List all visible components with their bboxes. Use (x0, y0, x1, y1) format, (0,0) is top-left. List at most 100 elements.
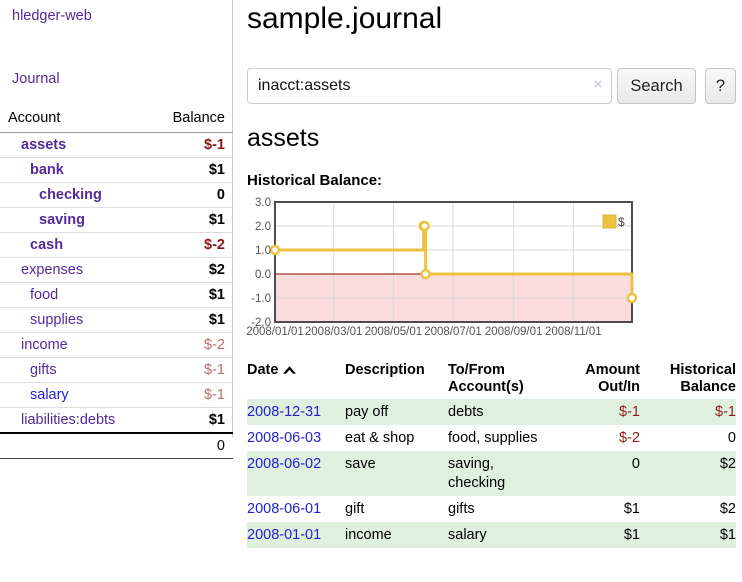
account-link-salary[interactable]: salary (30, 387, 69, 403)
search-button[interactable]: Search (617, 68, 696, 104)
search-input[interactable] (247, 68, 612, 104)
register-header-row: Date Description To/From Account(s) Amou… (247, 358, 736, 399)
account-link-bank[interactable]: bank (30, 162, 64, 178)
transaction-balance: $2 (719, 501, 736, 517)
transaction-accounts: saving, checking (448, 456, 506, 491)
account-balance: $-2 (146, 332, 233, 358)
account-row-salary: salary $-1 (0, 382, 233, 408)
transaction-balance: $2 (719, 456, 736, 472)
transaction-balance: $-1 (715, 404, 736, 420)
svg-text:1.0: 1.0 (255, 245, 271, 257)
svg-text:0.0: 0.0 (255, 269, 271, 281)
svg-text:2008/09/01: 2008/09/01 (485, 326, 543, 338)
column-header-balance-line1: Historical (669, 362, 736, 378)
account-link-checking[interactable]: checking (39, 187, 102, 203)
transaction-balance: $1 (719, 527, 736, 543)
column-header-amount-line2: Out/In (598, 379, 640, 395)
account-link-cash[interactable]: cash (30, 237, 64, 253)
account-row-supplies: supplies $1 (0, 307, 233, 333)
transaction-description: eat & shop (345, 430, 415, 446)
transaction-date-link[interactable]: 2008-06-02 (247, 456, 322, 472)
account-row-liabilities-debts: liabilities:debts $1 (0, 407, 233, 434)
svg-text:2.0: 2.0 (255, 221, 271, 233)
transaction-accounts: salary (448, 527, 487, 543)
account-balance: $1 (146, 157, 233, 183)
account-link-assets[interactable]: assets (21, 137, 67, 153)
column-header-accounts-line2: Account(s) (448, 379, 524, 395)
column-header-amount: Amount Out/In (558, 358, 640, 399)
register-table: Date Description To/From Account(s) Amou… (247, 358, 736, 548)
sidebar-item-journal[interactable]: Journal (12, 71, 60, 87)
transaction-date-link[interactable]: 2008-12-31 (247, 404, 322, 420)
app-title-link[interactable]: hledger-web (12, 8, 92, 24)
account-row-income: income $-2 (0, 332, 233, 358)
accounts-total-row: 0 (0, 432, 233, 459)
transaction-amount: $-1 (619, 404, 640, 420)
transaction-date-link[interactable]: 2008-06-03 (247, 430, 322, 446)
sort-ascending-icon (283, 366, 297, 374)
svg-text:2008/05/01: 2008/05/01 (365, 326, 423, 338)
transaction-description: gift (345, 501, 365, 517)
accounts-tree-table: Account Balance assets $-1 bank $1 check… (0, 106, 233, 459)
account-balance: $-1 (146, 357, 233, 383)
legend-swatch (602, 214, 617, 229)
transaction-amount: $1 (623, 501, 640, 517)
accounts-total-value: 0 (146, 432, 233, 459)
account-row-saving: saving $1 (0, 207, 233, 233)
account-link-expenses[interactable]: expenses (21, 262, 84, 278)
account-balance: $1 (146, 407, 233, 434)
account-link-saving[interactable]: saving (39, 212, 85, 228)
help-button[interactable]: ? (705, 68, 736, 104)
account-link-gifts[interactable]: gifts (30, 362, 57, 378)
transaction-accounts: debts (448, 404, 484, 420)
legend-label: $ (618, 215, 625, 229)
transaction-amount: 0 (631, 456, 640, 472)
account-link-income[interactable]: income (21, 337, 68, 353)
account-link-supplies[interactable]: supplies (30, 312, 84, 328)
account-row-expenses: expenses $2 (0, 257, 233, 283)
column-header-description: Description (345, 362, 425, 378)
transaction-description: pay off (345, 404, 389, 420)
transaction-amount: $1 (623, 527, 640, 543)
account-row-assets: assets $-1 (0, 132, 233, 158)
svg-text:3.0: 3.0 (255, 197, 271, 209)
svg-text:2008/03/01: 2008/03/01 (305, 326, 363, 338)
transaction-amount: $-2 (619, 430, 640, 446)
svg-text:-1.0: -1.0 (251, 293, 271, 305)
account-balance: $2 (146, 257, 233, 283)
svg-text:2008/11/01: 2008/11/01 (545, 326, 602, 338)
account-balance: $1 (146, 207, 233, 233)
transaction-description: save (345, 456, 376, 472)
search-form: × Search ? (247, 68, 736, 104)
accounts-header-account: Account (0, 106, 147, 133)
account-balance: 0 (146, 182, 233, 208)
account-link-food[interactable]: food (30, 287, 59, 303)
register-row: 2008-06-03 eat & shop food, supplies $-2… (247, 425, 736, 451)
transaction-balance: 0 (727, 430, 736, 446)
chart-series (269, 220, 637, 304)
account-link-liabilities-debts[interactable]: liabilities:debts (21, 412, 116, 428)
register-row: 2008-06-01 gift gifts $1 $2 (247, 496, 736, 522)
transaction-date-link[interactable]: 2008-01-01 (247, 527, 322, 543)
transaction-description: income (345, 527, 392, 543)
accounts-header-row: Account Balance (0, 106, 233, 133)
register-row: 2008-12-31 pay off debts $-1 $-1 (247, 399, 736, 425)
column-header-date-label: Date (247, 362, 279, 378)
column-header-accounts-line1: To/From (448, 362, 505, 378)
account-row-food: food $1 (0, 282, 233, 308)
search-clear-icon[interactable]: × (593, 76, 603, 93)
account-balance: $1 (146, 307, 233, 333)
column-header-date[interactable]: Date (247, 358, 345, 399)
page-title: sample.journal (247, 2, 443, 35)
account-row-bank: bank $1 (0, 157, 233, 183)
register-row: 2008-06-02 save saving, checking 0 $2 (247, 451, 736, 496)
transaction-date-link[interactable]: 2008-06-01 (247, 501, 322, 517)
account-row-checking: checking 0 (0, 182, 233, 208)
column-header-amount-line1: Amount (585, 362, 640, 378)
account-balance: $-1 (146, 382, 233, 408)
transaction-accounts: gifts (448, 501, 475, 517)
accounts-header-balance: Balance (146, 106, 233, 133)
